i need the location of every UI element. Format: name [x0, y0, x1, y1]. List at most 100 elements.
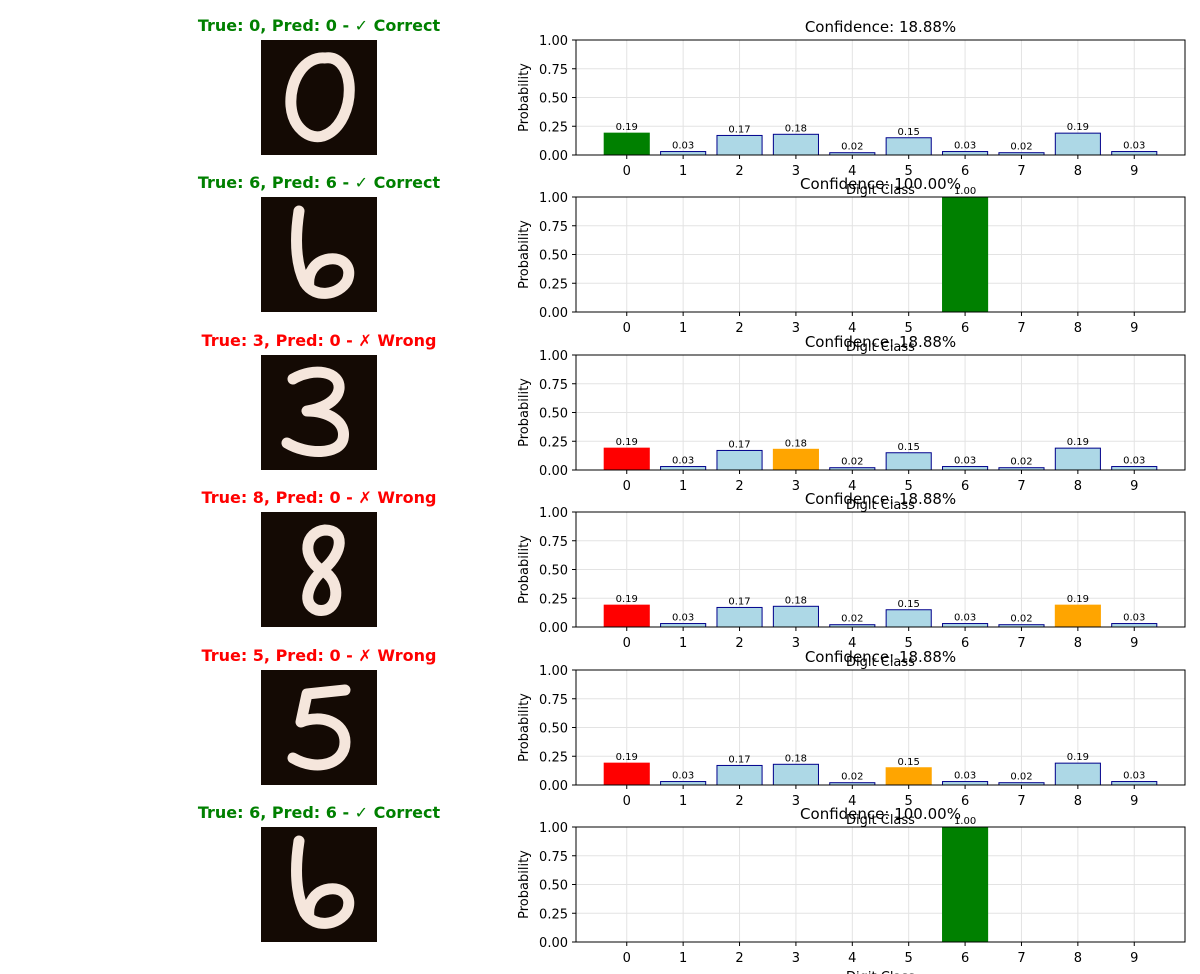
- xtick-label: 3: [792, 794, 800, 809]
- axes-frame: [575, 39, 1186, 156]
- chart-title: Confidence: 18.88%: [805, 333, 956, 351]
- bar-value-label: 0.18: [785, 753, 807, 764]
- bar-digit-9: [1111, 151, 1158, 156]
- ytick-label: 0.75: [539, 63, 568, 78]
- bar-value-label: 0.17: [728, 754, 750, 765]
- bar-value-label: 0.03: [672, 456, 694, 467]
- xtick-label: 6: [961, 794, 969, 809]
- bar-value-label: 0.02: [1010, 142, 1032, 153]
- ytick-label: 1.00: [539, 506, 568, 521]
- xtick-label: 5: [905, 794, 913, 809]
- xtick-label: 3: [792, 321, 800, 336]
- panel-caption: True: 5, Pred: 0 - ✗ Wrong: [202, 646, 437, 665]
- digit-stroke: [281, 366, 349, 458]
- ytick-label: 0.00: [539, 936, 568, 951]
- bar-digit-8: [1054, 132, 1101, 156]
- ytick-label: 0.00: [539, 779, 568, 794]
- xtick-label: 7: [1017, 479, 1025, 494]
- ytick-label: 1.00: [539, 349, 568, 364]
- bar-digit-6: [942, 466, 989, 471]
- bar-value-label: 0.03: [954, 771, 976, 782]
- bar-value-label: 0.02: [841, 614, 863, 625]
- bar-value-label: 0.03: [954, 613, 976, 624]
- bar-value-label: 0.02: [841, 772, 863, 783]
- bar-value-label: 0.18: [785, 123, 807, 134]
- bar-digit-6: [942, 781, 989, 786]
- bar-digit-3: [772, 448, 819, 471]
- bar-value-label: 0.19: [616, 437, 638, 448]
- bar-digit-3: [772, 763, 819, 786]
- y-axis-label: Probability: [517, 850, 532, 919]
- ytick-label: 0.00: [539, 464, 568, 479]
- bar-value-label: 0.19: [1067, 594, 1089, 605]
- bar-digit-5: [885, 609, 932, 628]
- panel-caption: True: 0, Pred: 0 - ✓ Correct: [198, 16, 441, 35]
- xtick-label: 8: [1074, 636, 1082, 651]
- bar-value-label: 0.19: [1067, 437, 1089, 448]
- xtick-label: 6: [961, 321, 969, 336]
- digit-stroke: [285, 52, 355, 143]
- x-axis-label: Digit Class: [846, 970, 915, 974]
- xtick-label: 0: [623, 636, 631, 651]
- bar-digit-5: [885, 767, 932, 786]
- digit-stroke: [287, 684, 351, 771]
- xtick-label: 0: [623, 164, 631, 179]
- xtick-label: 0: [623, 794, 631, 809]
- chart-title: Confidence: 18.88%: [805, 648, 956, 666]
- xtick-label: 5: [905, 636, 913, 651]
- bar-value-label: 0.19: [616, 752, 638, 763]
- xtick-label: 4: [848, 794, 856, 809]
- ytick-label: 0.50: [539, 564, 568, 579]
- y-axis-label: Probability: [517, 693, 532, 762]
- bar-value-label: 0.19: [1067, 122, 1089, 133]
- bar-value-label: 0.03: [672, 771, 694, 782]
- xtick-label: 2: [735, 164, 743, 179]
- bar-digit-6: [942, 623, 989, 628]
- bar-value-label: 0.19: [616, 594, 638, 605]
- xtick-label: 3: [792, 636, 800, 651]
- ytick-label: 0.75: [539, 378, 568, 393]
- bar-value-label: 1.00: [954, 186, 976, 197]
- xtick-label: 1: [679, 321, 687, 336]
- bar-value-label: 0.18: [785, 438, 807, 449]
- panel-caption: True: 6, Pred: 6 - ✓ Correct: [198, 803, 441, 822]
- bar-value-label: 0.03: [954, 141, 976, 152]
- ytick-label: 0.50: [539, 249, 568, 264]
- bar-digit-5: [885, 452, 932, 471]
- digit-image: [261, 355, 377, 470]
- ytick-label: 1.00: [539, 821, 568, 836]
- digit-stroke: [291, 835, 355, 929]
- y-axis-label: Probability: [517, 63, 532, 132]
- xtick-label: 8: [1074, 321, 1082, 336]
- bar-digit-5: [885, 137, 932, 156]
- y-axis-label: Probability: [517, 378, 532, 447]
- bar-digit-6: [942, 196, 989, 313]
- bar-digit-1: [660, 781, 707, 786]
- bar-digit-2: [716, 134, 763, 156]
- ytick-label: 0.25: [539, 435, 568, 450]
- xtick-label: 5: [905, 164, 913, 179]
- ytick-label: 1.00: [539, 191, 568, 206]
- digit-stroke: [302, 524, 345, 616]
- xtick-label: 7: [1017, 164, 1025, 179]
- chart-title: Confidence: 18.88%: [805, 490, 956, 508]
- xtick-label: 6: [961, 636, 969, 651]
- chart-title: Confidence: 18.88%: [805, 18, 956, 36]
- xtick-label: 0: [623, 951, 631, 966]
- panel-caption: True: 8, Pred: 0 - ✗ Wrong: [202, 488, 437, 507]
- xtick-label: 6: [961, 951, 969, 966]
- digit-image: [261, 670, 377, 785]
- xtick-label: 4: [848, 479, 856, 494]
- xtick-label: 5: [905, 321, 913, 336]
- xtick-label: 2: [735, 636, 743, 651]
- axes-frame: [575, 826, 1186, 943]
- y-axis-label: Probability: [517, 535, 532, 604]
- ytick-label: 0.00: [539, 621, 568, 636]
- bar-digit-0: [603, 604, 650, 628]
- xtick-label: 8: [1074, 794, 1082, 809]
- bar-digit-1: [660, 151, 707, 156]
- xtick-label: 6: [961, 164, 969, 179]
- bar-value-label: 0.02: [841, 457, 863, 468]
- bar-digit-2: [716, 449, 763, 471]
- xtick-label: 1: [679, 794, 687, 809]
